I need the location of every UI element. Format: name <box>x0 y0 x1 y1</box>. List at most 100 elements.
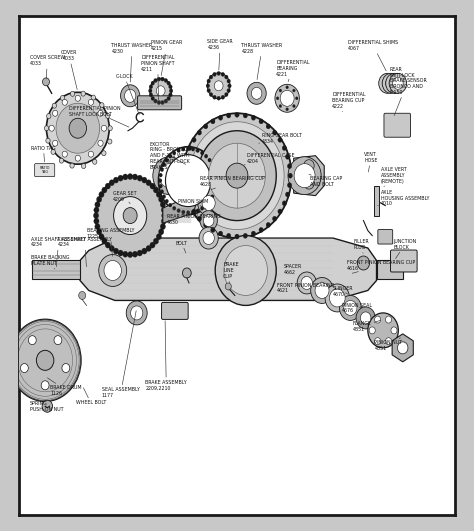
Polygon shape <box>392 334 413 362</box>
Circle shape <box>196 149 200 152</box>
Text: VENT
HOSE: VENT HOSE <box>365 152 378 172</box>
Circle shape <box>278 138 282 142</box>
Circle shape <box>259 227 264 233</box>
Circle shape <box>53 110 58 116</box>
Circle shape <box>213 72 216 76</box>
Circle shape <box>382 73 400 93</box>
Circle shape <box>161 77 164 81</box>
Circle shape <box>159 173 163 177</box>
Circle shape <box>159 196 164 202</box>
Circle shape <box>156 192 162 198</box>
Circle shape <box>329 289 345 307</box>
Circle shape <box>105 183 110 189</box>
Text: C-LOCK: C-LOCK <box>116 74 139 115</box>
Circle shape <box>45 126 49 131</box>
Circle shape <box>206 84 210 88</box>
Circle shape <box>95 224 100 229</box>
Circle shape <box>196 209 200 212</box>
Circle shape <box>53 140 58 146</box>
Text: COVER SCREW
4033: COVER SCREW 4033 <box>30 55 65 79</box>
Circle shape <box>243 113 247 118</box>
Circle shape <box>203 124 208 129</box>
Circle shape <box>200 211 218 230</box>
Circle shape <box>389 73 407 93</box>
Circle shape <box>113 248 118 254</box>
Circle shape <box>184 192 189 197</box>
Circle shape <box>132 174 137 180</box>
Circle shape <box>164 99 168 103</box>
Circle shape <box>182 173 186 178</box>
Circle shape <box>191 147 195 151</box>
Circle shape <box>95 176 165 255</box>
Circle shape <box>52 103 56 108</box>
Text: AXLE SHAFT ASSEMBLY
4234: AXLE SHAFT ASSEMBLY 4234 <box>31 237 86 267</box>
Circle shape <box>60 96 65 100</box>
Circle shape <box>56 104 100 153</box>
Circle shape <box>146 245 151 251</box>
Circle shape <box>82 164 86 168</box>
Circle shape <box>149 85 153 89</box>
Circle shape <box>162 212 167 219</box>
Text: SPRING
PUSH-ON NUT: SPRING PUSH-ON NUT <box>30 400 64 412</box>
Circle shape <box>235 234 239 239</box>
Circle shape <box>273 216 277 221</box>
Circle shape <box>379 73 396 93</box>
Circle shape <box>160 190 164 194</box>
Circle shape <box>213 168 216 172</box>
Circle shape <box>150 242 155 248</box>
Circle shape <box>62 364 70 373</box>
Circle shape <box>75 95 81 101</box>
Circle shape <box>374 316 381 323</box>
Circle shape <box>197 130 201 135</box>
Circle shape <box>295 97 298 100</box>
Circle shape <box>208 199 211 203</box>
Circle shape <box>70 163 74 168</box>
Circle shape <box>59 158 64 163</box>
Circle shape <box>168 203 172 207</box>
Circle shape <box>247 82 266 104</box>
Circle shape <box>162 162 166 167</box>
Circle shape <box>46 92 109 164</box>
Circle shape <box>279 89 282 92</box>
Circle shape <box>202 195 215 211</box>
Text: DIFFERENTIAL
BEARING
4221: DIFFERENTIAL BEARING 4221 <box>276 60 310 82</box>
Circle shape <box>227 113 231 118</box>
Text: DIFFERENTIAL SHIMS
4067: DIFFERENTIAL SHIMS 4067 <box>348 40 398 71</box>
Circle shape <box>159 164 180 187</box>
Circle shape <box>91 95 95 100</box>
Circle shape <box>102 238 107 244</box>
Circle shape <box>9 320 81 401</box>
Circle shape <box>169 93 172 97</box>
Circle shape <box>113 177 118 183</box>
Circle shape <box>304 177 314 189</box>
Text: DIFFERENTIAL
PINION SHAFT
4211: DIFFERENTIAL PINION SHAFT 4211 <box>141 55 174 100</box>
Circle shape <box>150 183 155 189</box>
Circle shape <box>156 86 165 96</box>
Circle shape <box>99 234 104 239</box>
Circle shape <box>374 338 381 345</box>
Circle shape <box>177 209 181 212</box>
Text: PINION SEAL
4676: PINION SEAL 4676 <box>342 303 372 313</box>
Circle shape <box>344 301 357 315</box>
Circle shape <box>287 164 292 169</box>
Circle shape <box>198 191 219 216</box>
Circle shape <box>208 158 211 162</box>
Circle shape <box>109 245 114 251</box>
Circle shape <box>164 79 168 82</box>
Text: PINION NUT
4851: PINION NUT 4851 <box>374 338 402 351</box>
Circle shape <box>81 91 85 96</box>
Circle shape <box>156 234 162 239</box>
Circle shape <box>106 113 110 118</box>
Circle shape <box>108 139 112 144</box>
Circle shape <box>310 278 333 303</box>
Polygon shape <box>80 238 376 301</box>
Circle shape <box>62 99 67 105</box>
Circle shape <box>292 89 295 92</box>
Circle shape <box>128 174 133 179</box>
Circle shape <box>160 202 165 208</box>
Circle shape <box>167 81 170 85</box>
Circle shape <box>192 209 196 214</box>
Circle shape <box>228 84 231 88</box>
Circle shape <box>125 89 136 102</box>
Text: AXLE
HOUSING ASSEMBLY
4010: AXLE HOUSING ASSEMBLY 4010 <box>377 190 429 207</box>
